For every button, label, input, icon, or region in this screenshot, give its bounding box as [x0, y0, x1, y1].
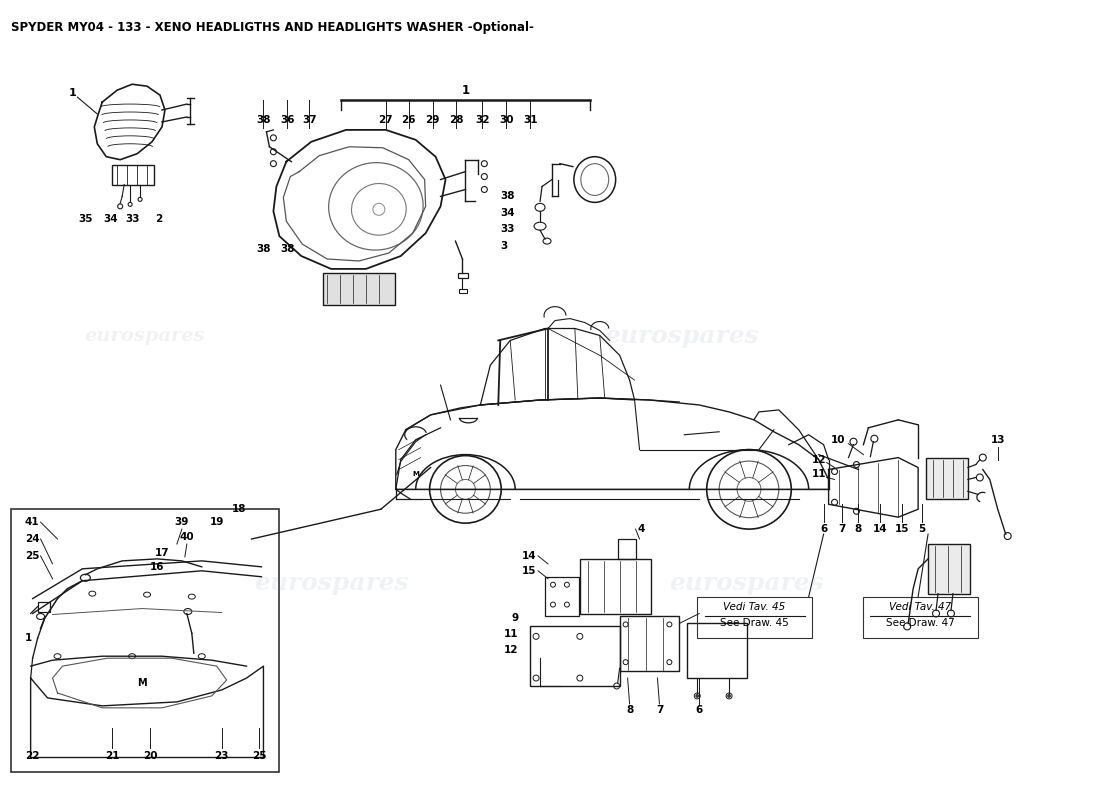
Ellipse shape: [727, 694, 730, 698]
Text: 26: 26: [402, 115, 416, 125]
Text: 1: 1: [68, 88, 76, 98]
Bar: [864, 597, 978, 638]
Text: 13: 13: [990, 434, 1005, 445]
Text: 6: 6: [695, 705, 703, 715]
Text: 34: 34: [103, 214, 118, 224]
Text: See Draw. 47: See Draw. 47: [886, 618, 955, 629]
Bar: [460, 289, 467, 293]
Text: 34: 34: [500, 208, 515, 218]
Text: 33: 33: [125, 214, 140, 224]
Bar: [37, 602, 50, 611]
Text: 40: 40: [179, 532, 195, 542]
Text: M: M: [138, 678, 147, 688]
Text: 25: 25: [252, 750, 266, 761]
Text: 27: 27: [378, 115, 393, 125]
Text: M: M: [412, 471, 419, 478]
Bar: [323, 273, 395, 305]
Text: 37: 37: [301, 115, 317, 125]
Text: 8: 8: [626, 705, 634, 715]
Bar: [580, 559, 651, 614]
Text: 30: 30: [499, 115, 514, 125]
Text: 33: 33: [500, 224, 515, 234]
Text: 1: 1: [24, 634, 32, 643]
Text: 14: 14: [521, 551, 536, 561]
Text: 20: 20: [143, 750, 157, 761]
Text: 7: 7: [656, 705, 663, 715]
Text: 38: 38: [280, 244, 295, 254]
Text: 12: 12: [504, 646, 518, 655]
Bar: [459, 273, 469, 278]
Text: 35: 35: [78, 214, 92, 224]
Text: 1: 1: [461, 84, 470, 97]
Text: 6: 6: [820, 524, 827, 534]
Text: 31: 31: [522, 115, 538, 125]
Bar: [544, 577, 579, 617]
Text: 17: 17: [155, 548, 169, 558]
Bar: [697, 597, 812, 638]
Text: Vedi Tav. 45: Vedi Tav. 45: [723, 602, 785, 611]
Bar: [619, 617, 680, 671]
Text: 4: 4: [638, 524, 645, 534]
Text: 8: 8: [855, 524, 862, 534]
Text: 3: 3: [500, 241, 507, 251]
Text: eurospares: eurospares: [670, 570, 824, 594]
Text: 12: 12: [812, 454, 826, 465]
Text: eurospares: eurospares: [254, 570, 408, 594]
Text: eurospares: eurospares: [604, 325, 759, 349]
Text: Vedi Tav. 47: Vedi Tav. 47: [889, 602, 952, 611]
Text: 5: 5: [918, 524, 926, 534]
Text: 16: 16: [150, 562, 164, 572]
Bar: [618, 539, 636, 559]
Text: eurospares: eurospares: [85, 327, 206, 346]
Text: 36: 36: [280, 115, 295, 125]
Bar: [11, 510, 279, 772]
Text: 24: 24: [24, 534, 40, 544]
Ellipse shape: [696, 694, 698, 698]
Text: 15: 15: [521, 566, 536, 576]
Text: See Draw. 45: See Draw. 45: [719, 618, 789, 629]
Text: 15: 15: [895, 524, 910, 534]
Text: 38: 38: [256, 115, 271, 125]
Bar: [112, 165, 154, 185]
Text: SPYDER MY04 - 133 - XENO HEADLIGTHS AND HEADLIGHTS WASHER -Optional-: SPYDER MY04 - 133 - XENO HEADLIGTHS AND …: [11, 21, 534, 34]
Text: 7: 7: [838, 524, 845, 534]
Text: 14: 14: [873, 524, 888, 534]
Text: 9: 9: [512, 614, 518, 623]
Text: 32: 32: [475, 115, 490, 125]
Bar: [928, 544, 970, 594]
Bar: [926, 458, 968, 499]
Text: 41: 41: [24, 517, 40, 527]
Text: 10: 10: [832, 434, 846, 445]
Text: 22: 22: [24, 750, 40, 761]
Text: 28: 28: [449, 115, 464, 125]
Text: 11: 11: [812, 470, 826, 479]
Text: 29: 29: [426, 115, 440, 125]
Text: 38: 38: [500, 191, 515, 202]
Text: 25: 25: [24, 551, 40, 561]
Text: 39: 39: [175, 517, 189, 527]
Text: 11: 11: [504, 630, 518, 639]
Bar: [688, 623, 747, 678]
Text: 38: 38: [256, 244, 271, 254]
Text: 2: 2: [155, 214, 163, 224]
Text: 19: 19: [209, 517, 224, 527]
Text: 18: 18: [232, 504, 246, 514]
Text: 21: 21: [104, 750, 120, 761]
Text: 23: 23: [214, 750, 229, 761]
Bar: [530, 626, 619, 686]
